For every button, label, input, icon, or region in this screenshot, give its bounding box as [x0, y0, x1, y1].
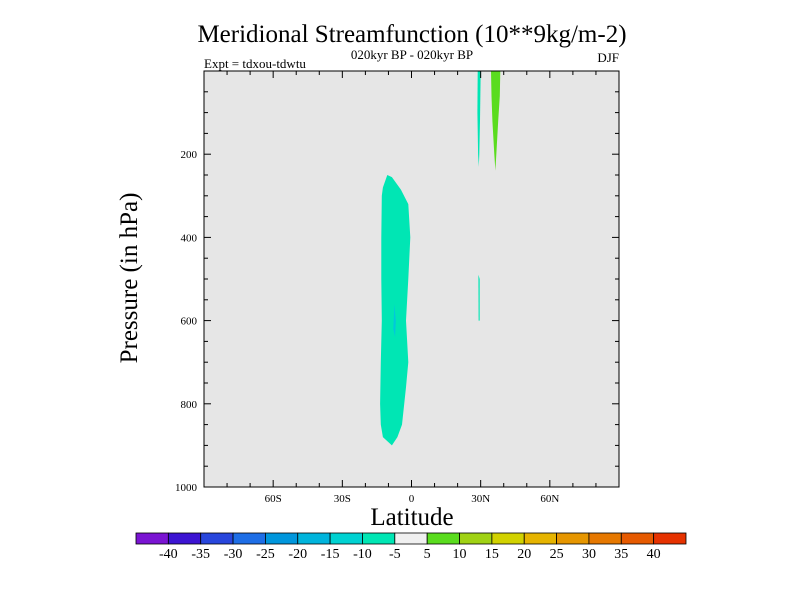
y-tick-label: 600: [181, 316, 198, 328]
contour-regions: [380, 71, 501, 446]
colorbar-swatch: [588, 532, 622, 545]
colorbar-swatch: [167, 532, 202, 545]
colorbar-label: -15: [321, 547, 340, 562]
x-tick-label: 30S: [334, 493, 351, 505]
colorbar-swatch: [394, 532, 428, 545]
chart-title: Meridional Streamfunction (10**9kg/m-2): [197, 21, 626, 48]
colorbar-swatch: [491, 532, 525, 545]
colorbar: -40 -35 -30 -25 -20 -15 -10 -5 5 10 15 20 25 30 35 40: [135, 532, 687, 562]
y-tick-label: 400: [181, 232, 198, 244]
colorbar-swatch: [200, 532, 234, 545]
colorbar-label: 15: [485, 547, 499, 562]
colorbar-swatch: [265, 532, 299, 545]
colorbar-swatch: [426, 532, 460, 545]
colorbar-label: 20: [517, 547, 531, 562]
colorbar-label: -30: [224, 547, 243, 562]
colorbar-swatch: [459, 532, 493, 545]
colorbar-label: -10: [353, 547, 372, 562]
colorbar-swatch: [620, 532, 655, 545]
chart-subtitle-left: Expt = tdxou-tdwtu: [204, 56, 306, 71]
contour-negative-cell-tropics: [380, 175, 411, 446]
plot-area: [204, 71, 619, 487]
y-tick-label: 200: [181, 149, 198, 161]
contour-negative-sliver-30n-upper: [477, 71, 481, 167]
y-tick-label: 1000: [175, 482, 198, 494]
colorbar-label: 30: [582, 547, 596, 562]
colorbar-label: -20: [288, 547, 307, 562]
colorbar-label: -5: [389, 547, 401, 562]
axis-ticks: 60S 30S 0 30N 60N 200 400 600 800 1000: [175, 71, 619, 505]
colorbar-label: -25: [256, 547, 275, 562]
y-tick-label: 800: [181, 399, 198, 411]
colorbar-label: -35: [191, 547, 210, 562]
colorbar-swatch: [523, 532, 557, 545]
colorbar-swatch: [362, 532, 396, 545]
colorbar-label: 35: [614, 547, 628, 562]
contour-positive-cell-north: [491, 71, 501, 171]
colorbar-label: 10: [453, 547, 467, 562]
x-tick-label: 60N: [540, 493, 559, 505]
colorbar-swatch: [232, 532, 266, 545]
colorbar-label: 25: [550, 547, 564, 562]
colorbar-swatch: [653, 532, 687, 545]
colorbar-label: -40: [159, 547, 178, 562]
colorbar-swatch: [329, 532, 363, 545]
x-tick-label: 30N: [471, 493, 490, 505]
contour-negative-sliver-30n-mid: [478, 274, 480, 321]
colorbar-label: 5: [424, 547, 431, 562]
x-axis-title: Latitude: [370, 504, 453, 531]
y-axis-title: Pressure (in hPa): [116, 193, 143, 364]
contour-negative-core-tropics: [393, 304, 396, 338]
colorbar-swatch: [297, 532, 331, 545]
x-tick-label: 0: [409, 493, 415, 505]
colorbar-swatch: [135, 532, 169, 545]
chart-subtitle-right: DJF: [597, 50, 619, 65]
colorbar-label: 40: [647, 547, 661, 562]
colorbar-swatch: [556, 532, 590, 545]
x-tick-label: 60S: [265, 493, 282, 505]
chart-subtitle-center: 020kyr BP - 020kyr BP: [351, 47, 473, 62]
